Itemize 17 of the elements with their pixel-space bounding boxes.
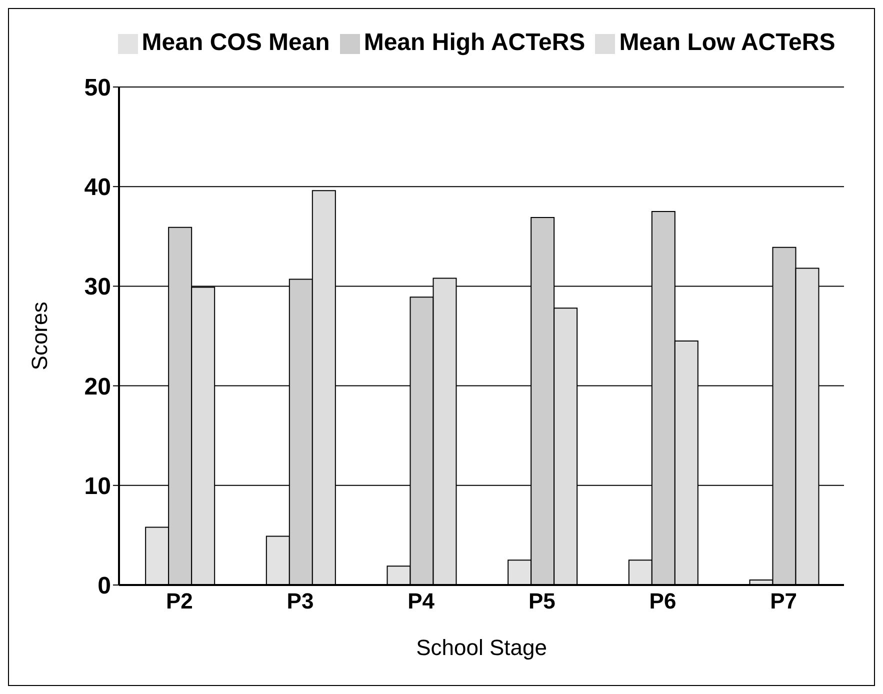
x-tick-label: P6 [649,588,676,614]
x-tick-label: P7 [770,588,798,614]
y-tick-label: 40 [84,174,111,202]
y-tick-label: 50 [84,74,111,102]
y-tick-label: 20 [84,373,111,400]
legend-label: Mean Low ACTeRS [619,29,836,56]
x-tick-label: P5 [528,588,556,614]
y-axis-title: Scores [26,302,52,370]
legend-label: Mean High ACTeRS [364,29,586,56]
y-tick-label: 30 [84,274,111,301]
y-tick-label: 10 [84,472,111,500]
x-tick-label: P3 [286,588,314,614]
x-axis-title: School Stage [416,635,547,660]
x-tick-label: P4 [408,588,436,614]
x-tick-label: P2 [166,588,193,614]
legend-label: Mean COS Mean [142,29,330,56]
y-tick-label: 0 [98,572,111,600]
